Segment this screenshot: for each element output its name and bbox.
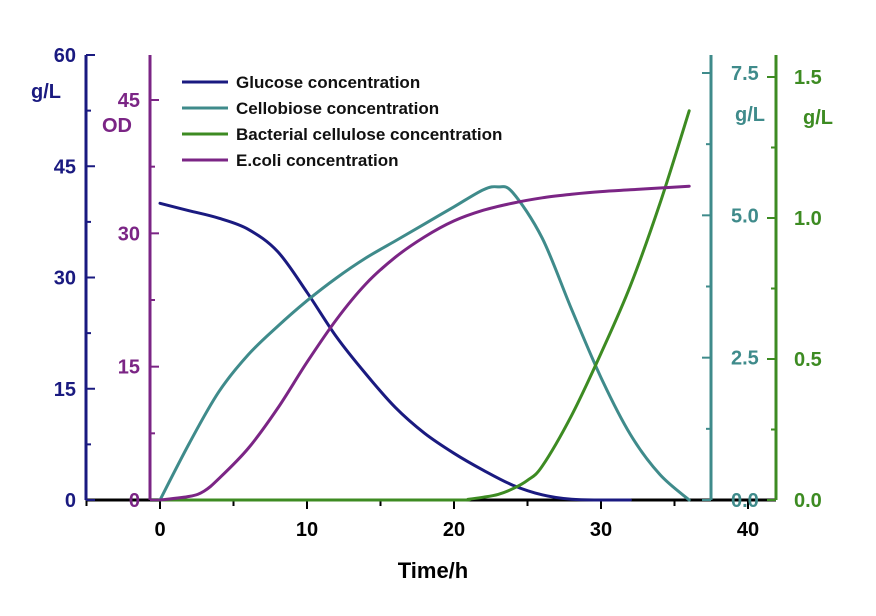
series-layer	[158, 109, 691, 502]
legend-label: Cellobiose concentration	[236, 99, 439, 118]
glucose-series-line	[158, 201, 632, 502]
axes-layer: 0 10 20 30 40 0 15 30 45 60 g/L 0 15 30 45 OD 0.0 2.5 5.0 7…	[31, 45, 833, 541]
x-tick-label: 20	[443, 519, 465, 541]
od-tick-label: 30	[118, 223, 140, 245]
cellobiose-series-line	[158, 185, 691, 502]
glucose-unit-label: g/L	[31, 81, 61, 103]
bc-tick-label: 1.0	[794, 208, 822, 230]
legend-label: Glucose concentration	[236, 73, 420, 92]
bc-tick-label: 1.5	[794, 67, 822, 89]
od-series-line	[158, 184, 691, 502]
bc-unit-label: g/L	[803, 107, 833, 129]
od-tick-label: 15	[118, 357, 140, 379]
cellobiose-unit-label: g/L	[735, 104, 765, 126]
x-tick-label: 0	[154, 519, 165, 541]
legend: Glucose concentration Cellobiose concentr…	[182, 73, 502, 170]
x-tick-label: 10	[296, 519, 318, 541]
cellobiose-tick-label: 2.5	[731, 348, 759, 370]
od-tick-label: 45	[118, 90, 140, 112]
bc-tick-label: 0.5	[794, 349, 822, 371]
x-tick-label: 30	[590, 519, 612, 541]
glucose-tick-label: 30	[54, 268, 76, 290]
bc-tick-label: 0.0	[794, 490, 822, 512]
x-tick-label: 40	[737, 519, 759, 541]
legend-label: E.coli concentration	[236, 151, 398, 170]
cellobiose-tick-label: 7.5	[731, 63, 759, 85]
od-tick-label: 0	[129, 490, 140, 512]
legend-label: Bacterial cellulose concentration	[236, 125, 502, 144]
x-axis-label: Time/h	[398, 558, 469, 583]
od-unit-label: OD	[102, 115, 132, 137]
cellobiose-tick-label: 0.0	[731, 490, 759, 512]
glucose-tick-label: 15	[54, 379, 76, 401]
glucose-tick-label: 60	[54, 45, 76, 67]
cellobiose-tick-label: 5.0	[731, 205, 759, 227]
glucose-tick-label: 45	[54, 156, 76, 178]
glucose-tick-label: 0	[65, 490, 76, 512]
bc-series-line	[158, 109, 691, 502]
